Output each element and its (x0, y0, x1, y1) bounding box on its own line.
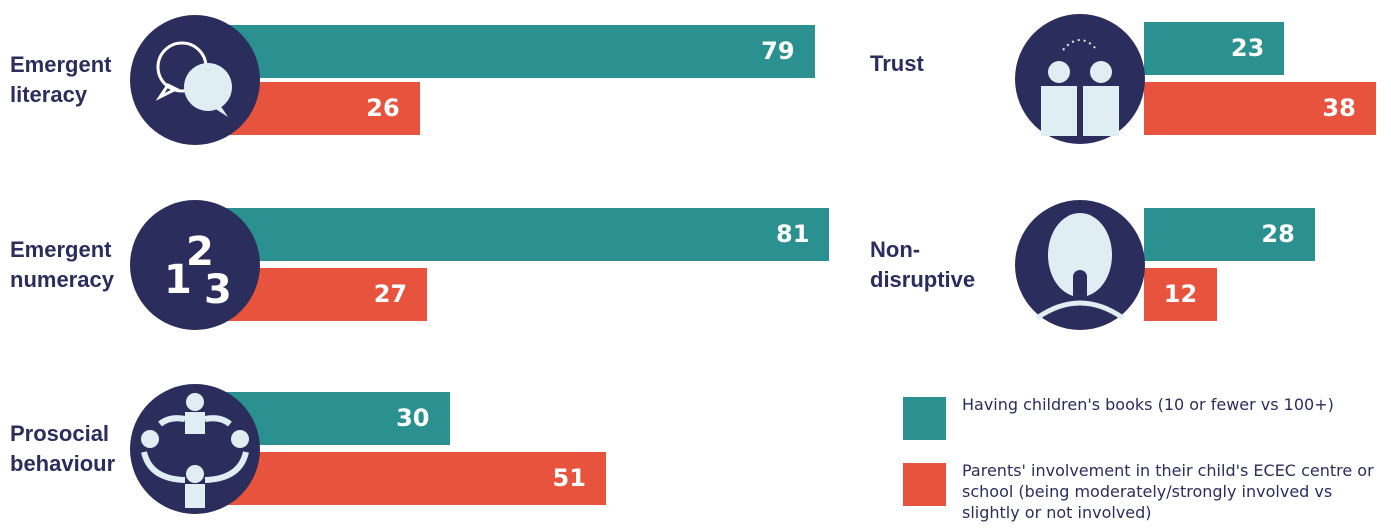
category-label: Trust (870, 50, 924, 76)
icon (1035, 212, 1125, 320)
bar (226, 268, 428, 321)
category-label: Non-disruptive (870, 236, 976, 292)
icon (1041, 38, 1119, 136)
bar (226, 452, 606, 505)
value-label: 51 (552, 464, 586, 492)
value-label: 30 (396, 404, 430, 432)
value-label: 27 (373, 280, 408, 308)
category-label: Emergent numeracy (10, 236, 114, 292)
legend-label: Parents' involvement in their child's EC… (962, 461, 1374, 522)
icon-circle (130, 383, 260, 514)
icon-digit: 1 (164, 256, 192, 303)
category-label: Prosocial behaviour (10, 420, 116, 476)
bar (226, 25, 815, 78)
icon (141, 392, 249, 508)
value-label: 26 (366, 94, 400, 122)
bar (226, 208, 830, 261)
icon-circle (1015, 13, 1145, 144)
icon-digit: 2 (186, 228, 214, 275)
legend-swatch (903, 397, 946, 440)
bar (1144, 22, 1285, 75)
icon (155, 41, 232, 117)
legend-swatch (903, 463, 946, 506)
value-label: 81 (776, 220, 810, 248)
category-label: Emergent literacy (10, 52, 112, 107)
icon-circle (130, 199, 260, 330)
value-label: 79 (761, 37, 795, 65)
icon-digit: 3 (204, 266, 232, 313)
bar (226, 392, 450, 445)
icon-circle (130, 15, 260, 145)
value-label: 28 (1261, 220, 1295, 248)
legend-label: Having children's books (10 or fewer vs … (962, 395, 1334, 414)
bar (1144, 82, 1376, 135)
value-label: 12 (1163, 280, 1198, 308)
value-label: 23 (1230, 34, 1265, 62)
icon-circle (1015, 199, 1145, 330)
bar (1144, 268, 1218, 321)
bar (1144, 208, 1315, 261)
value-label: 38 (1322, 94, 1356, 122)
